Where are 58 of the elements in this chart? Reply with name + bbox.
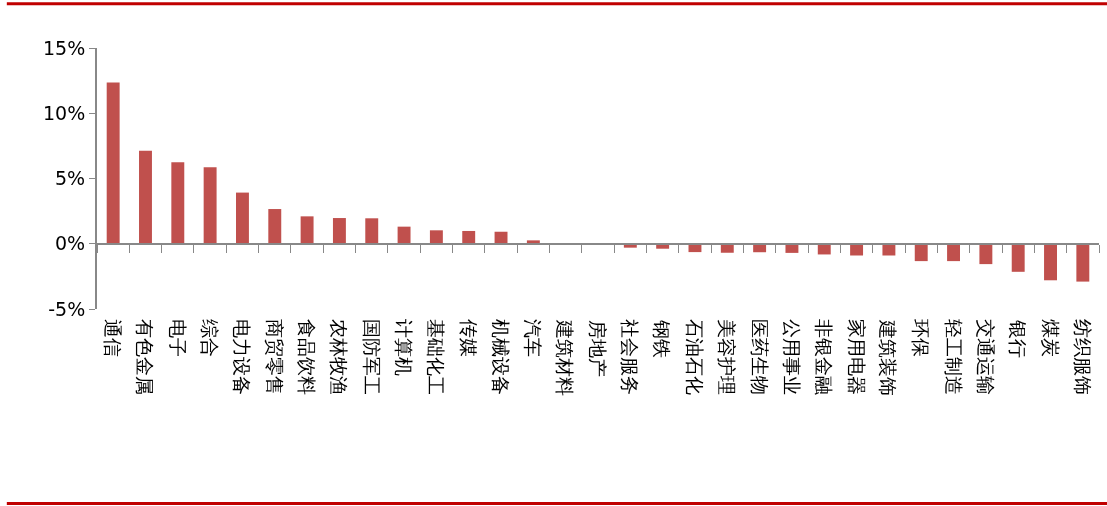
bar	[429, 230, 443, 244]
x-tick-label: 建筑装饰	[877, 318, 900, 396]
y-tick-label: -5%	[48, 297, 86, 320]
bar	[1011, 243, 1025, 272]
bar	[494, 231, 508, 244]
bar	[850, 243, 864, 256]
x-tick-label: 钢铁	[651, 318, 674, 358]
y-tick-label: 0%	[55, 232, 86, 255]
bar	[139, 150, 152, 244]
x-tick-label: 社会服务	[619, 318, 642, 395]
x-tick-label: 食品饮料	[296, 318, 319, 395]
x-tick-label: 商贸零售	[263, 319, 286, 396]
y-tick-label: 10%	[42, 101, 86, 124]
y-tick-label: 15%	[42, 36, 86, 59]
bar	[332, 218, 346, 244]
x-tick-label: 传媒	[457, 319, 480, 358]
x-tick-label: 轻工制造	[942, 319, 965, 396]
bar	[106, 82, 120, 244]
x-tick-label: 国防军工	[360, 319, 383, 396]
y-tick-label: 5%	[55, 167, 86, 190]
x-tick-label: 公用事业	[780, 319, 803, 396]
bar	[720, 243, 734, 253]
x-tick-label: 家用电器	[845, 319, 868, 396]
bar	[1044, 243, 1057, 281]
x-tick-label: 机械设备	[490, 318, 513, 395]
bar	[914, 243, 928, 262]
x-tick-label: 农林牧渔	[328, 318, 351, 395]
x-tick-label: 汽车	[522, 318, 545, 357]
bar	[947, 243, 961, 262]
x-tick-label: 纺织服饰	[1071, 319, 1094, 396]
bar	[300, 216, 314, 244]
bar	[1076, 243, 1090, 282]
bar	[882, 243, 896, 256]
bar	[462, 230, 476, 244]
bar	[979, 243, 993, 265]
bar	[268, 209, 282, 244]
bar	[171, 162, 185, 244]
x-tick-label: 美容护理	[716, 318, 739, 395]
bar	[203, 167, 217, 244]
bar	[397, 226, 411, 244]
x-tick-label: 电力设备	[231, 318, 254, 395]
x-tick-label: 医药生物	[748, 319, 771, 396]
x-tick-label: 银行	[1006, 319, 1029, 359]
x-tick-label: 综合	[199, 318, 222, 357]
x-tick-label: 交通运输	[974, 319, 997, 396]
bar	[365, 218, 379, 244]
x-tick-label: 建筑材料	[554, 318, 577, 396]
x-tick-label: 房地产	[586, 319, 609, 377]
bar	[235, 192, 249, 244]
x-tick-label: 有色金属	[134, 318, 157, 395]
x-tick-label: 电子	[166, 319, 189, 358]
x-tick-label: 通信	[102, 318, 125, 357]
x-tick-label: 煤炭	[1039, 319, 1062, 358]
x-tick-label: 非银金融	[813, 318, 836, 395]
x-tick-label: 基础化工	[425, 318, 448, 395]
x-tick-label: 石油石化	[683, 319, 706, 396]
x-tick-label: 计算机	[392, 319, 415, 377]
x-tick-label: 环保	[910, 318, 933, 357]
